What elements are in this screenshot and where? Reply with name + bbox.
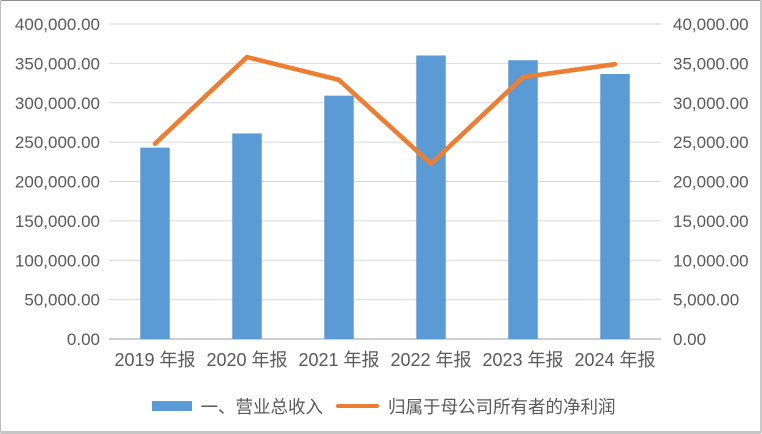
- left-axis-tick-label: 400,000.00: [15, 15, 100, 34]
- legend-label-revenue: 一、营业总收入: [200, 396, 324, 417]
- right-axis-tick-label: 20,000.00: [673, 173, 749, 192]
- left-axis-tick-label: 300,000.00: [15, 94, 100, 113]
- x-axis-category-label: 2022 年报: [390, 350, 471, 370]
- revenue-bar: [600, 74, 630, 339]
- x-axis-category-label: 2021 年报: [298, 350, 379, 370]
- revenue-bar: [508, 60, 538, 339]
- left-axis-tick-label: 250,000.00: [15, 133, 100, 152]
- net-profit-line: [152, 54, 618, 167]
- revenue-bar-swatch-icon: [151, 401, 192, 411]
- x-axis-category-label: 2019 年报: [114, 350, 195, 370]
- chart-legend: 一、营业总收入 归属于母公司所有者的净利润: [105, 393, 662, 419]
- left-axis-tick-label: 50,000.00: [24, 291, 100, 310]
- revenue-bar: [324, 95, 354, 339]
- legend-item-revenue: 一、营业总收入: [151, 394, 324, 419]
- right-axis-tick-label: 10,000.00: [673, 251, 749, 270]
- right-axis-tick-label: 5,000.00: [673, 291, 739, 310]
- revenue-bar: [416, 55, 446, 339]
- revenue-bar: [140, 147, 170, 339]
- left-axis-tick-label: 350,000.00: [15, 54, 100, 73]
- left-axis-tick-label: 0.00: [67, 330, 100, 349]
- left-axis-tick-label: 150,000.00: [15, 212, 100, 231]
- legend-label-net-profit: 归属于母公司所有者的净利润: [388, 396, 616, 417]
- revenue-bar: [232, 133, 262, 339]
- x-axis-category-label: 2023 年报: [482, 350, 563, 370]
- x-axis-category-label: 2024 年报: [574, 350, 655, 370]
- left-axis-tick-label: 200,000.00: [15, 173, 100, 192]
- legend-item-net-profit: 归属于母公司所有者的净利润: [336, 394, 616, 419]
- right-axis-tick-label: 0.00: [673, 330, 706, 349]
- net-profit-line-swatch-icon: [336, 403, 379, 409]
- right-axis-tick-label: 25,000.00: [673, 133, 749, 152]
- right-axis-tick-label: 40,000.00: [673, 15, 749, 34]
- left-axis-tick-label: 100,000.00: [15, 251, 100, 270]
- right-axis-tick-label: 30,000.00: [673, 94, 749, 113]
- right-axis-tick-label: 35,000.00: [673, 54, 749, 73]
- x-axis-category-label: 2020 年报: [206, 350, 287, 370]
- right-axis-tick-label: 15,000.00: [673, 212, 749, 231]
